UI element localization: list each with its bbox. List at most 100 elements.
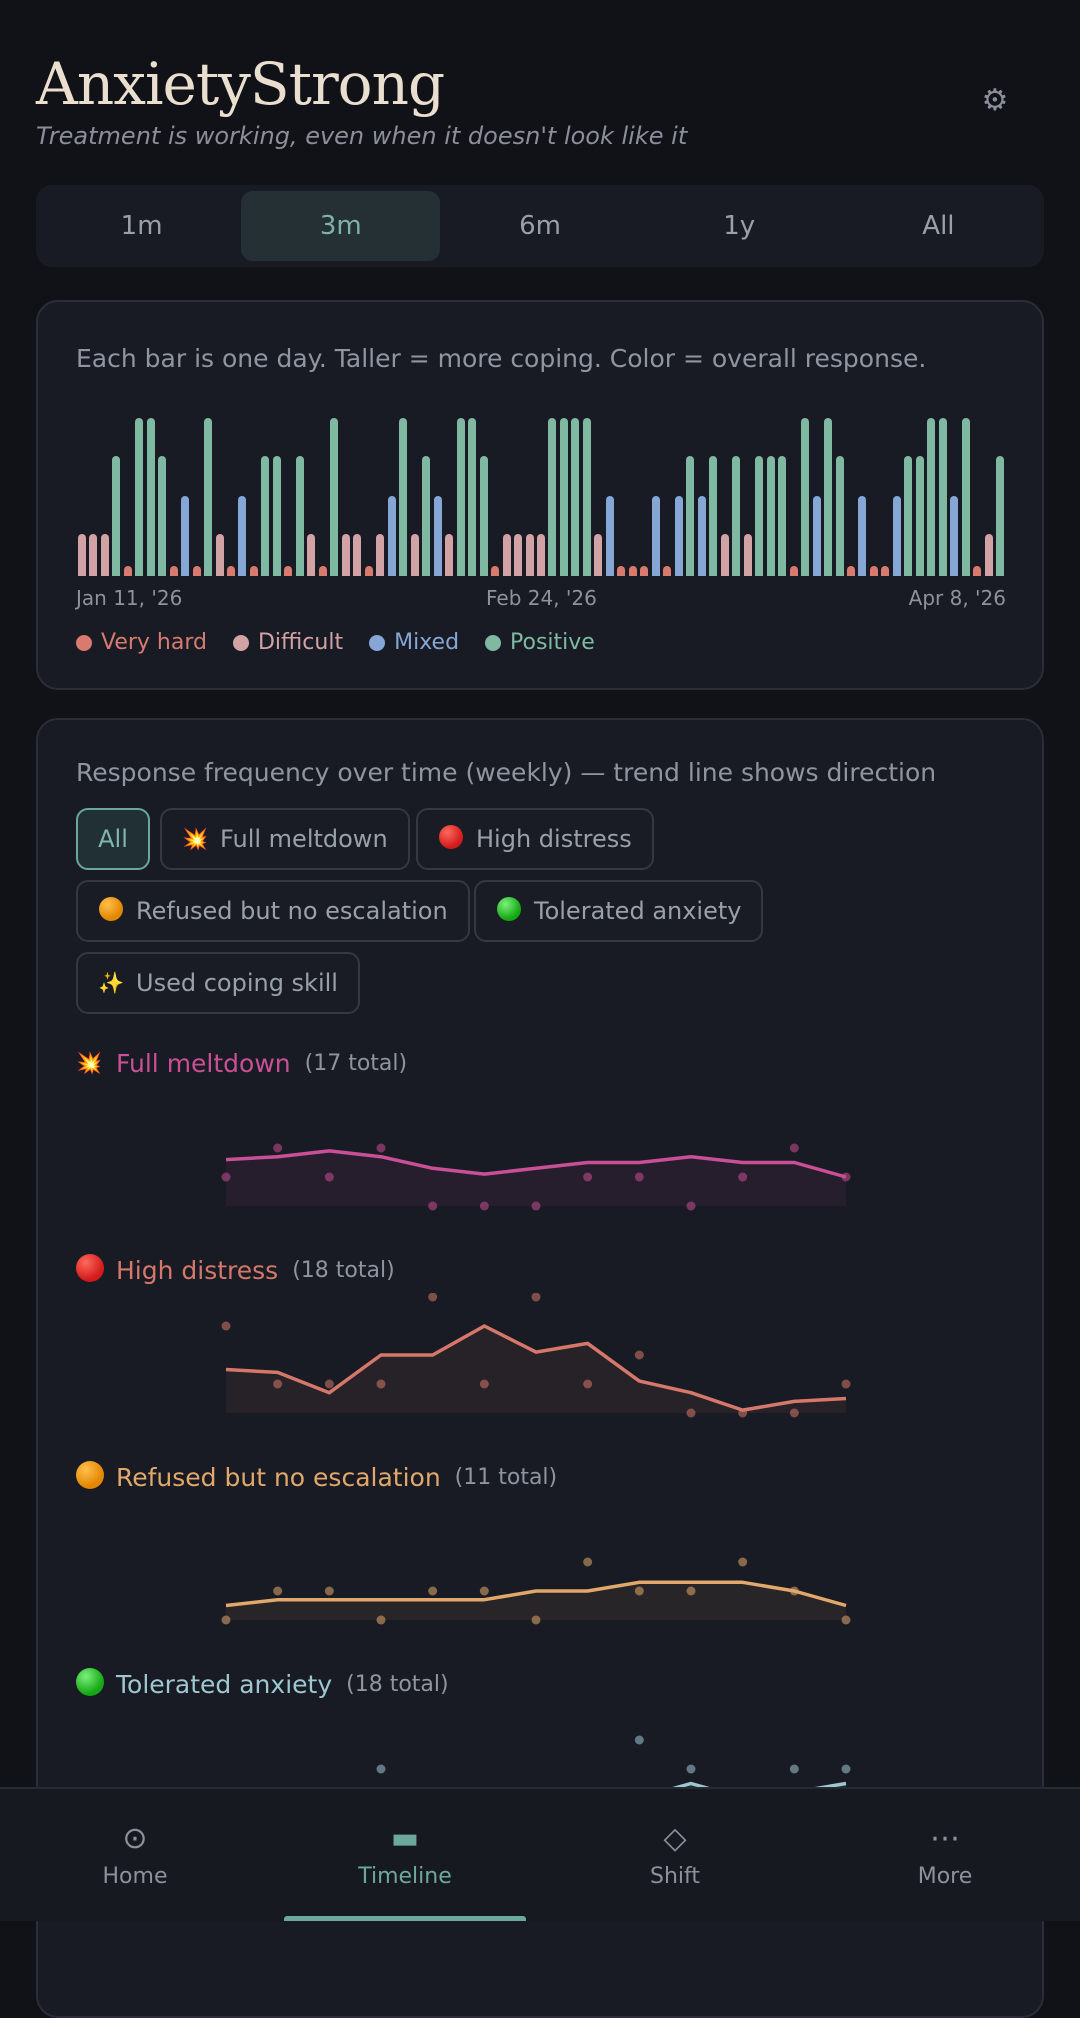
legend-very-hard: Very hard (76, 630, 207, 655)
day-bar (135, 418, 144, 576)
weekly-count-point (428, 1586, 438, 1596)
range-tab-all[interactable]: All (922, 211, 955, 241)
range-tab-6m[interactable]: 6m (519, 211, 561, 241)
weekly-count-point (479, 1379, 489, 1389)
weekly-count-point (221, 1172, 231, 1182)
day-bar (330, 418, 339, 576)
day-bar (146, 418, 155, 576)
diamond-icon: ◇ (663, 1820, 687, 1856)
day-bar (984, 534, 993, 576)
weekly-count-point (583, 1379, 593, 1389)
section-name: Tolerated anxiety (116, 1669, 333, 1699)
section-total: (18 total) (346, 1671, 449, 1697)
range-tab-3m[interactable]: 3m (241, 191, 441, 261)
day-bar (720, 534, 729, 576)
day-bar (824, 418, 833, 576)
range-tab-1m[interactable]: 1m (120, 211, 163, 241)
day-bar (422, 456, 431, 576)
nav-more[interactable]: ⋯ More (917, 1820, 973, 1889)
day-bar (525, 534, 534, 576)
weekly-count-point (376, 1379, 386, 1389)
time-range-selector: 1m 3m 6m 1y All (36, 185, 1044, 267)
day-bar (927, 418, 936, 576)
day-bar (674, 496, 683, 576)
trend-area (226, 1150, 846, 1206)
weekly-count-point (324, 1586, 334, 1596)
weekly-count-point (273, 1586, 283, 1596)
day-bar (915, 456, 924, 576)
day-bar (433, 496, 442, 576)
filter-chip-refused-no-escalation[interactable]: Refused but no escalation (76, 880, 470, 942)
nav-shift[interactable]: ◇ Shift (649, 1820, 700, 1889)
weekly-count-point (531, 1201, 541, 1211)
nav-timeline[interactable]: ▬ Timeline (270, 1789, 540, 1921)
green-circle-icon (496, 896, 522, 926)
day-bar (514, 534, 523, 576)
day-bar (697, 496, 706, 576)
weekly-count-point (789, 1143, 799, 1153)
day-bar (318, 566, 327, 576)
gear-icon[interactable]: ⚙ (981, 83, 1009, 118)
day-bar (364, 566, 373, 576)
filter-chip-high-distress[interactable]: High distress (416, 808, 654, 870)
day-bar (559, 418, 568, 576)
day-bar (215, 534, 224, 576)
filter-chip-used-coping-skill[interactable]: ✨ Used coping skill (76, 952, 360, 1014)
end-date-label: Apr 8, '26 (908, 586, 1006, 610)
day-bar (835, 456, 844, 576)
weekly-count-point (428, 1293, 438, 1302)
daily-coping-card: Each bar is one day. Taller = more copin… (36, 300, 1044, 690)
day-bar (445, 534, 454, 576)
legend-difficult: Difficult (232, 630, 343, 655)
weekly-count-point (738, 1557, 748, 1567)
day-bar (537, 534, 545, 576)
range-tab-1y[interactable]: 1y (723, 211, 756, 241)
day-bar (686, 456, 695, 576)
day-bar (456, 418, 465, 576)
collision-icon: 💥 (182, 826, 209, 851)
day-bar (307, 534, 316, 576)
weekly-count-point (738, 1172, 748, 1182)
weekly-count-point (634, 1586, 644, 1596)
day-bar (479, 456, 488, 576)
more-icon: ⋯ (930, 1820, 960, 1856)
day-bar (100, 534, 109, 576)
weekly-count-point (634, 1350, 644, 1360)
day-bar (812, 496, 821, 576)
weekly-count-point (686, 1408, 696, 1418)
day-bar (353, 534, 362, 576)
day-bar (123, 566, 132, 576)
filter-chip-all[interactable]: All (76, 808, 150, 870)
day-bar (858, 496, 867, 576)
red-circle-icon (438, 824, 464, 854)
weekly-count-point (221, 1321, 231, 1331)
day-bar (204, 418, 213, 576)
day-bar (238, 496, 247, 576)
day-bar (399, 418, 408, 576)
day-bar (640, 566, 649, 576)
weekly-caption: Response frequency over time (weekly) — … (76, 758, 937, 787)
day-bar (778, 456, 787, 576)
day-bar (605, 496, 614, 576)
day-bar (743, 534, 752, 576)
weekly-count-point (789, 1764, 799, 1774)
weekly-count-point (686, 1201, 696, 1211)
day-bar (996, 456, 1005, 576)
day-bar (181, 496, 190, 576)
home-icon: ⊙ (122, 1820, 148, 1856)
day-bar (663, 566, 672, 576)
weekly-count-point (531, 1615, 541, 1625)
day-bar (628, 566, 637, 576)
weekly-count-point (583, 1172, 593, 1182)
day-bar (950, 496, 959, 576)
nav-home[interactable]: ⊙ Home (102, 1820, 168, 1889)
weekly-count-point (686, 1764, 696, 1774)
day-bar (766, 456, 775, 576)
weekly-count-point (273, 1379, 283, 1389)
trend-area (226, 1326, 846, 1413)
filter-chip-tolerated-anxiety[interactable]: Tolerated anxiety (474, 880, 764, 942)
day-bar (502, 534, 511, 576)
section-total: (17 total) (304, 1050, 408, 1076)
mid-date-label: Feb 24, '26 (486, 586, 597, 610)
filter-chip-full-meltdown[interactable]: 💥 Full meltdown (160, 808, 410, 870)
